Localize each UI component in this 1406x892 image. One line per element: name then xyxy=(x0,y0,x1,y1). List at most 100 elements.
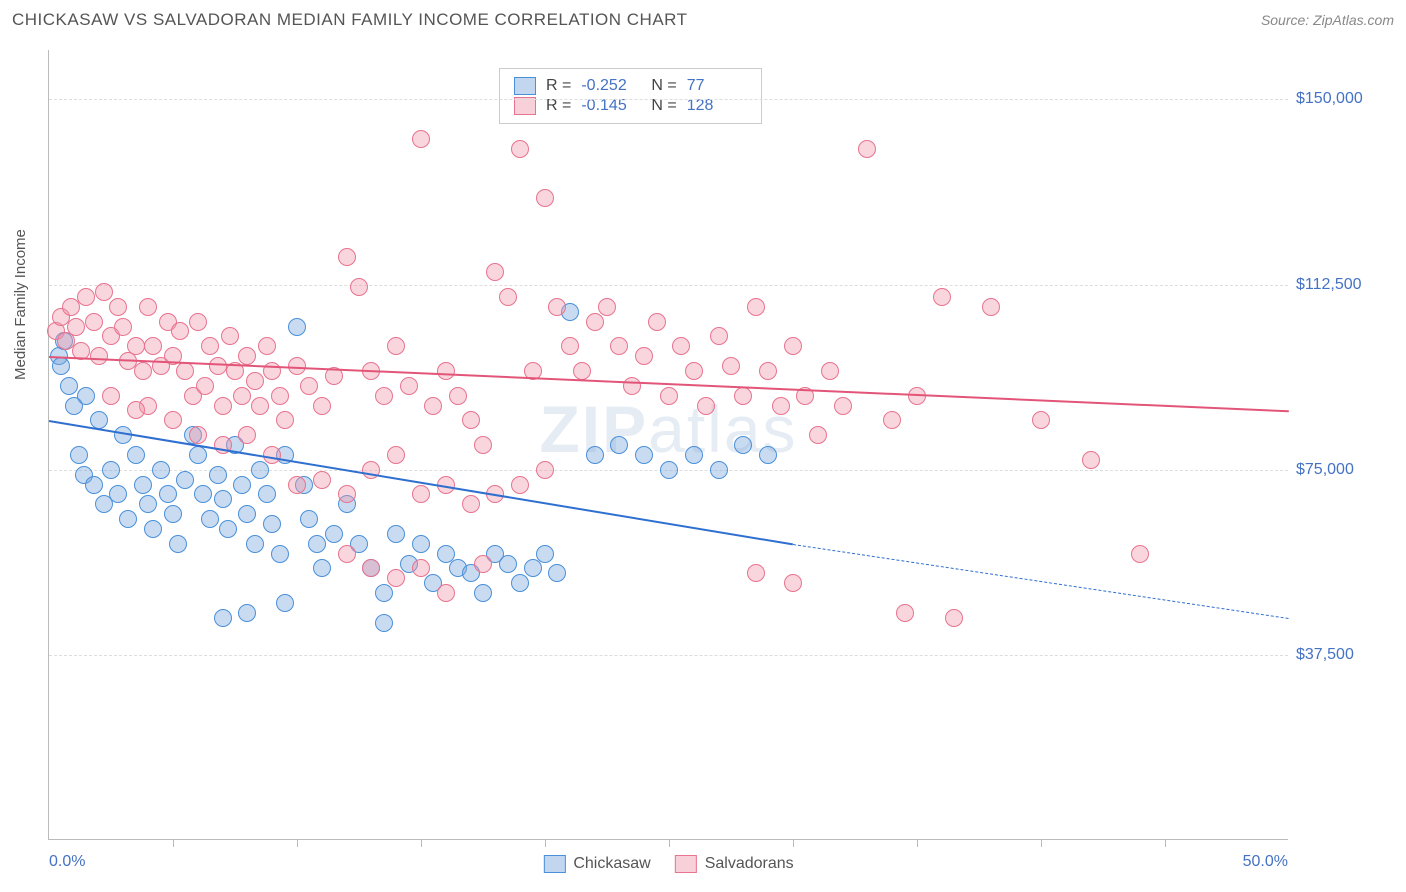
data-point xyxy=(499,555,517,573)
data-point xyxy=(95,283,113,301)
data-point xyxy=(246,372,264,390)
data-point xyxy=(511,140,529,158)
legend-row: R =-0.252N =77 xyxy=(514,77,747,95)
data-point xyxy=(858,140,876,158)
data-point xyxy=(685,362,703,380)
data-point xyxy=(1131,545,1149,563)
data-point xyxy=(288,318,306,336)
data-point xyxy=(246,535,264,553)
data-point xyxy=(300,510,318,528)
data-point xyxy=(313,559,331,577)
data-point xyxy=(214,397,232,415)
data-point xyxy=(238,426,256,444)
legend-n-value: 77 xyxy=(687,77,747,95)
y-tick-label: $112,500 xyxy=(1296,276,1362,294)
data-point xyxy=(221,327,239,345)
data-point xyxy=(102,387,120,405)
x-axis-min-label: 0.0% xyxy=(49,853,85,871)
data-point xyxy=(238,505,256,523)
data-point xyxy=(338,545,356,563)
data-point xyxy=(474,436,492,454)
data-point xyxy=(238,604,256,622)
data-point xyxy=(109,485,127,503)
data-point xyxy=(462,495,480,513)
data-point xyxy=(189,313,207,331)
data-point xyxy=(387,337,405,355)
data-point xyxy=(164,505,182,523)
data-point xyxy=(610,337,628,355)
data-point xyxy=(424,397,442,415)
data-point xyxy=(536,189,554,207)
data-point xyxy=(474,584,492,602)
data-point xyxy=(1082,451,1100,469)
grid-line xyxy=(49,285,1288,286)
data-point xyxy=(536,545,554,563)
data-point xyxy=(747,298,765,316)
legend-label: Salvadorans xyxy=(705,855,794,873)
legend-item: Chickasaw xyxy=(543,855,650,873)
data-point xyxy=(375,584,393,602)
data-point xyxy=(325,525,343,543)
data-point xyxy=(52,357,70,375)
data-point xyxy=(474,555,492,573)
chart-title: CHICKASAW VS SALVADORAN MEDIAN FAMILY IN… xyxy=(12,10,688,30)
data-point xyxy=(258,337,276,355)
grid-line xyxy=(49,99,1288,100)
data-point xyxy=(598,298,616,316)
data-point xyxy=(573,362,591,380)
chart-container: Median Family Income ZIPatlas 0.0% 50.0%… xyxy=(48,50,1398,840)
data-point xyxy=(375,387,393,405)
data-point xyxy=(109,298,127,316)
x-tick xyxy=(421,839,422,847)
x-tick xyxy=(1041,839,1042,847)
data-point xyxy=(308,535,326,553)
data-point xyxy=(77,288,95,306)
legend-r-value: -0.252 xyxy=(581,77,641,95)
data-point xyxy=(67,318,85,336)
source-attribution: Source: ZipAtlas.com xyxy=(1261,12,1394,28)
data-point xyxy=(288,476,306,494)
data-point xyxy=(90,347,108,365)
data-point xyxy=(338,485,356,503)
data-point xyxy=(60,377,78,395)
data-point xyxy=(710,327,728,345)
x-tick xyxy=(173,839,174,847)
legend-label: Chickasaw xyxy=(573,855,650,873)
data-point xyxy=(362,559,380,577)
data-point xyxy=(375,614,393,632)
data-point xyxy=(189,426,207,444)
data-point xyxy=(772,397,790,415)
data-point xyxy=(144,337,162,355)
data-point xyxy=(610,436,628,454)
x-tick xyxy=(669,839,670,847)
data-point xyxy=(238,347,256,365)
data-point xyxy=(176,471,194,489)
data-point xyxy=(276,411,294,429)
data-point xyxy=(697,397,715,415)
data-point xyxy=(499,288,517,306)
correlation-legend: R =-0.252N =77R =-0.145N =128 xyxy=(499,68,762,124)
data-point xyxy=(734,436,752,454)
data-point xyxy=(276,594,294,612)
data-point xyxy=(449,387,467,405)
data-point xyxy=(77,387,95,405)
data-point xyxy=(144,520,162,538)
data-point xyxy=(134,362,152,380)
data-point xyxy=(834,397,852,415)
y-tick-label: $75,000 xyxy=(1296,461,1354,479)
data-point xyxy=(219,520,237,538)
data-point xyxy=(437,362,455,380)
legend-swatch xyxy=(675,855,697,873)
data-point xyxy=(660,387,678,405)
data-point xyxy=(821,362,839,380)
data-point xyxy=(437,545,455,563)
data-point xyxy=(586,313,604,331)
x-tick xyxy=(297,839,298,847)
data-point xyxy=(300,377,318,395)
data-point xyxy=(152,461,170,479)
data-point xyxy=(214,490,232,508)
grid-line xyxy=(49,655,1288,656)
data-point xyxy=(511,476,529,494)
data-point xyxy=(201,510,219,528)
data-point xyxy=(747,564,765,582)
